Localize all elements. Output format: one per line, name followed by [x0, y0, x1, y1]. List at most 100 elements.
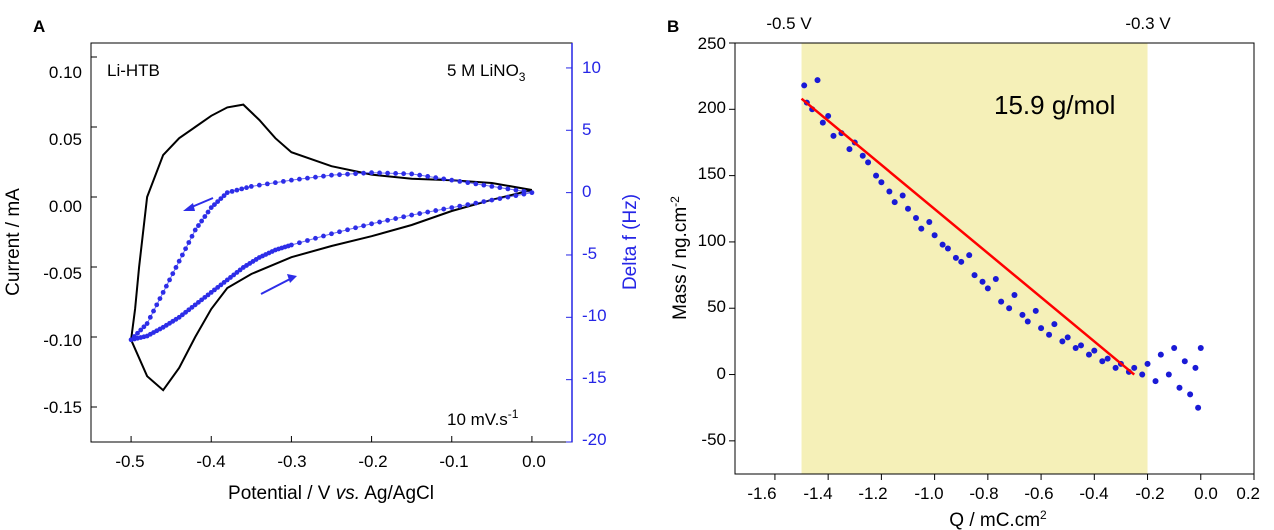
- region-end-label: -0.3 V: [1125, 14, 1171, 33]
- x-title-text: Q / mC.cm: [949, 510, 1040, 530]
- y2-tick-label: 0: [582, 182, 591, 201]
- qcm-point: [135, 330, 140, 336]
- mass-point: [905, 205, 911, 212]
- qcm-point: [393, 216, 399, 221]
- y-tick-label: 0.00: [49, 197, 82, 216]
- mass-point: [992, 276, 999, 283]
- qcm-point: [337, 172, 342, 178]
- x-tick-label: -0.6: [1024, 484, 1053, 503]
- y2-tick-label: 5: [582, 120, 591, 139]
- mass-point: [899, 192, 906, 199]
- qcm-point: [256, 182, 262, 188]
- mass-point: [1152, 378, 1159, 385]
- qcm-point: [385, 170, 391, 176]
- qcm-point: [189, 233, 195, 239]
- qcm-point: [199, 218, 205, 224]
- mass-point: [926, 219, 933, 226]
- qcm-point: [229, 188, 235, 194]
- mass-point: [825, 112, 832, 119]
- panel-b-plot-frame: [734, 42, 1255, 475]
- qcm-point: [313, 174, 318, 180]
- x-title-italic: vs.: [336, 483, 360, 504]
- qcm-point: [141, 324, 147, 330]
- qcm-point: [248, 183, 254, 189]
- qcm-point: [321, 173, 326, 179]
- arrow-head: [183, 203, 195, 211]
- qcm-point: [272, 180, 278, 186]
- y-title-superscript: -2: [668, 196, 682, 207]
- qcm-point: [353, 225, 358, 231]
- panel-a-plot-frame: [90, 42, 573, 443]
- mass-point: [939, 241, 946, 248]
- qcm-point: [183, 246, 188, 252]
- qcm-point: [489, 183, 495, 189]
- qcm-point: [170, 271, 176, 277]
- panel-a-y-axis-title: Current / mA: [3, 188, 24, 296]
- qcm-point: [154, 302, 160, 308]
- qcm-point: [305, 238, 310, 243]
- qcm-point: [337, 229, 342, 235]
- mass-point: [944, 245, 951, 252]
- mass-point: [1085, 351, 1092, 358]
- mass-point: [865, 159, 872, 166]
- qcm-point: [297, 240, 302, 246]
- qcm-point: [239, 186, 245, 192]
- x-tick-label: -0.4: [1079, 484, 1108, 503]
- qcm-point: [329, 231, 334, 237]
- y-tick-label: -0.15: [43, 398, 82, 417]
- x-tick-label: -0.8: [969, 484, 998, 503]
- scan-direction-arrow-upper: [183, 197, 214, 211]
- qcm-point: [138, 327, 144, 333]
- mass-point: [1181, 358, 1188, 365]
- qcm-point: [179, 252, 185, 258]
- x-tick-label: -1.4: [803, 484, 832, 503]
- mass-point: [1006, 305, 1013, 312]
- x-tick-label: 0.0: [1194, 484, 1218, 503]
- x-tick-label: -0.3: [277, 452, 306, 471]
- qcm-point: [401, 214, 407, 220]
- qcm-point: [417, 172, 423, 178]
- mass-point: [1192, 364, 1199, 371]
- panel-a: A -0.5 -0.4 -0.3 -0.2 -0.1 0.0 0.10 0.05…: [3, 17, 641, 504]
- qcm-point: [433, 208, 439, 213]
- qcm-point: [345, 227, 350, 233]
- mass-point: [1131, 364, 1138, 371]
- mass-point: [878, 179, 885, 186]
- qcm-point: [401, 171, 407, 177]
- mass-scatter-layer: [801, 77, 1204, 411]
- mass-point: [1059, 338, 1066, 345]
- mass-point: [886, 188, 893, 195]
- qcm-point: [425, 174, 431, 179]
- y2-tick-label: -5: [582, 244, 597, 263]
- mass-point: [979, 278, 986, 285]
- qcm-point: [377, 219, 382, 225]
- y-tick-label: 0.05: [49, 130, 82, 149]
- x-tick-label: -0.5: [115, 452, 144, 471]
- y-tick-label: 50: [707, 297, 726, 316]
- linear-fit-line: [800, 97, 1136, 376]
- mass-point: [830, 132, 837, 139]
- mass-point: [971, 272, 978, 279]
- qcm-point: [361, 223, 366, 229]
- mass-point: [1078, 342, 1084, 349]
- qcm-point: [417, 211, 423, 216]
- panel-a-y2-ticks: 10 5 0 -5 -10 -15 -20: [582, 58, 607, 449]
- scan-rate-text: 10 mV.s: [447, 410, 508, 429]
- qcm-point: [173, 265, 179, 270]
- qcm-point: [505, 186, 511, 192]
- qcm-point: [202, 214, 208, 219]
- shaded-potential-region: [801, 43, 1148, 474]
- mass-point: [1104, 355, 1111, 362]
- panel-b: B -0.5 V -0.3 V 15.9 g/mol -1.6 -1.4 -1.…: [667, 14, 1260, 530]
- qcm-point: [305, 175, 310, 181]
- qcm-point: [160, 289, 166, 295]
- mass-point: [1091, 347, 1098, 354]
- qcm-point: [425, 209, 431, 215]
- x-tick-label: -0.4: [196, 452, 225, 471]
- qcm-point: [449, 177, 455, 183]
- mass-point: [1024, 318, 1031, 325]
- electrolyte-label: 5 M LiNO3: [447, 61, 526, 84]
- y-tick-label: 100: [698, 231, 726, 250]
- x-tick-label: -0.2: [358, 452, 387, 471]
